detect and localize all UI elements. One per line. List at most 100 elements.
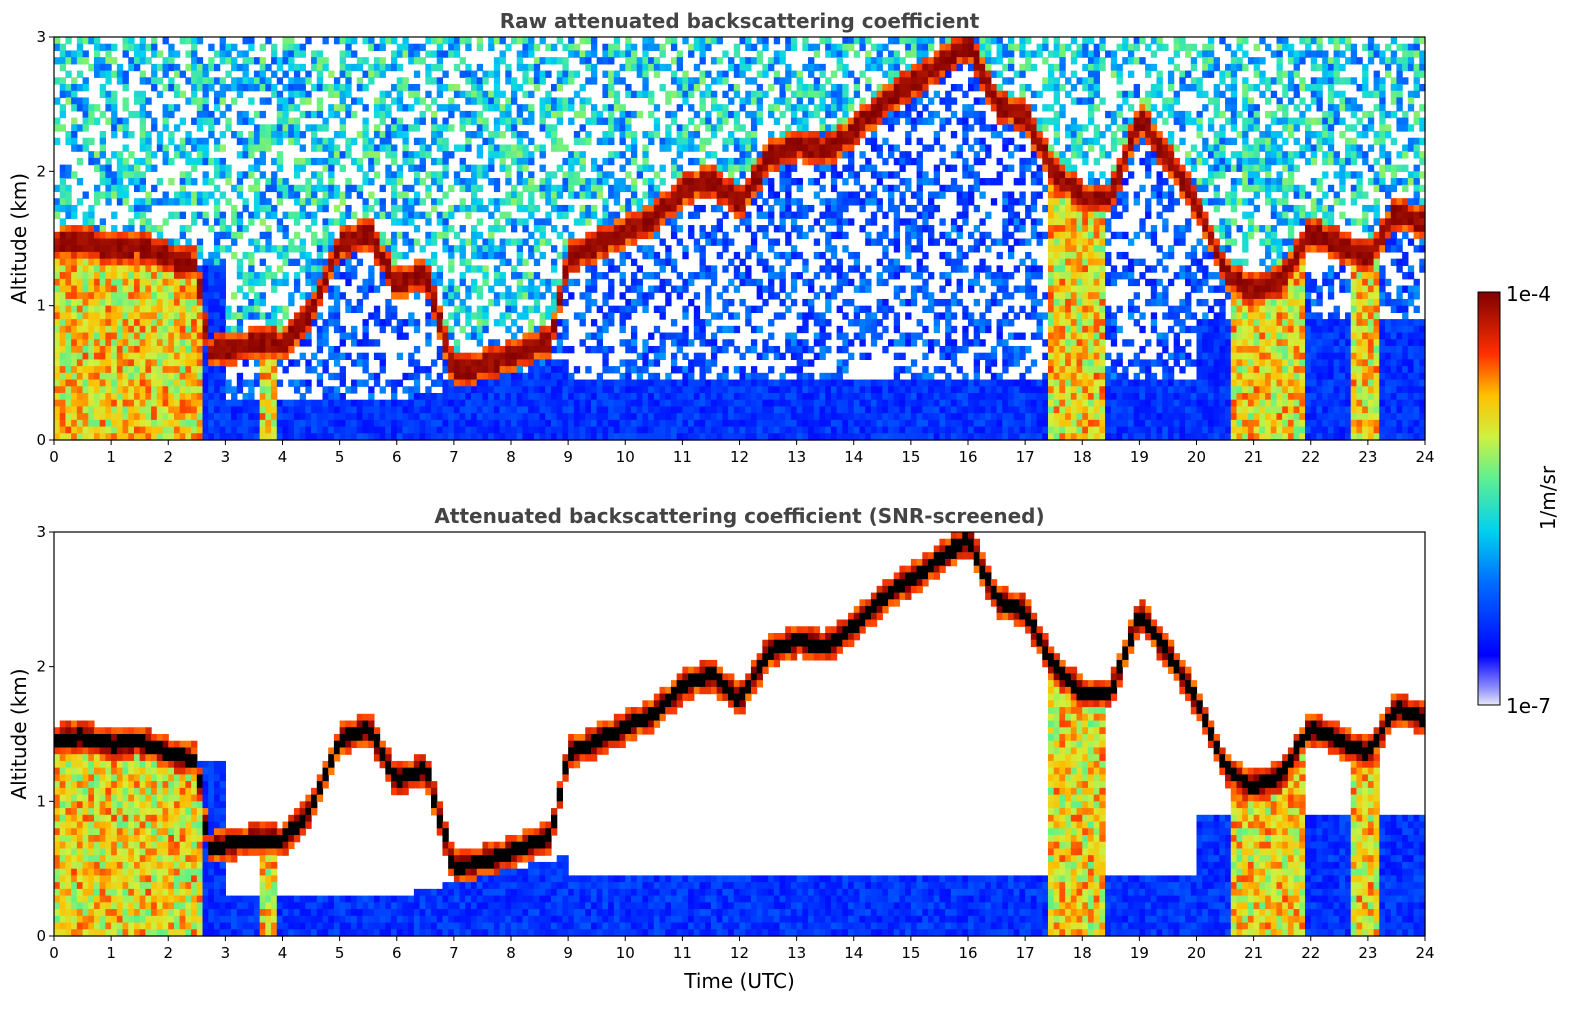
heatmap-cell xyxy=(482,204,489,213)
heatmap-cell xyxy=(505,392,512,401)
heatmap-cell xyxy=(676,204,683,213)
heatmap-cell xyxy=(299,63,306,72)
heatmap-cell xyxy=(191,319,198,327)
heatmap-cell xyxy=(65,57,72,65)
heatmap-cell xyxy=(590,117,598,125)
heatmap-cell xyxy=(59,285,67,293)
heatmap-cell xyxy=(733,198,741,206)
heatmap-cell xyxy=(208,110,215,119)
heatmap-cell xyxy=(499,37,506,45)
heatmap-cell xyxy=(196,413,204,421)
heatmap-cell xyxy=(99,164,107,172)
heatmap-cell xyxy=(139,178,146,186)
heatmap-cell xyxy=(168,272,175,280)
heatmap-cell xyxy=(402,218,409,226)
heatmap-cell xyxy=(756,110,763,119)
heatmap-cell xyxy=(556,164,564,172)
heatmap-cell xyxy=(431,110,438,119)
heatmap-cell xyxy=(316,339,324,347)
heatmap-cell xyxy=(236,305,244,313)
heatmap-cell xyxy=(733,204,741,213)
heatmap-cell xyxy=(648,386,655,394)
heatmap-cell xyxy=(373,104,381,112)
heatmap-cell xyxy=(82,319,89,327)
heatmap-cell xyxy=(539,178,546,186)
heatmap-cell xyxy=(282,104,289,112)
heatmap-cell xyxy=(705,117,712,125)
heatmap-cell xyxy=(693,406,701,414)
heatmap-cell xyxy=(425,285,432,293)
heatmap-cell xyxy=(733,184,741,193)
heatmap-cell xyxy=(539,352,546,360)
heatmap-cell xyxy=(545,124,552,132)
heatmap-cell xyxy=(282,184,289,193)
heatmap-cell xyxy=(93,345,101,354)
heatmap-cell xyxy=(402,77,409,85)
heatmap-cell xyxy=(339,90,346,99)
heatmap-cell xyxy=(630,43,638,52)
heatmap-cell xyxy=(322,238,329,246)
heatmap-cell xyxy=(99,406,107,414)
heatmap-cell xyxy=(573,379,581,387)
heatmap-cell xyxy=(528,211,535,219)
heatmap-cell xyxy=(396,131,404,139)
heatmap-cell xyxy=(733,285,741,293)
heatmap-cell xyxy=(773,157,781,166)
heatmap-cell xyxy=(425,386,432,394)
heatmap-cell xyxy=(779,50,786,58)
heatmap-cell xyxy=(539,117,546,125)
heatmap-cell xyxy=(196,359,204,367)
heatmap-cell xyxy=(653,386,661,394)
heatmap-cell xyxy=(368,372,375,381)
heatmap-cell xyxy=(265,433,272,441)
heatmap-cell xyxy=(173,399,181,408)
heatmap-cell xyxy=(710,238,718,246)
heatmap-cell xyxy=(408,151,415,159)
heatmap-cell xyxy=(242,406,249,414)
heatmap-cell xyxy=(236,372,244,381)
heatmap-cell xyxy=(288,413,295,421)
heatmap-cell xyxy=(311,211,318,219)
heatmap-cell xyxy=(379,238,386,246)
heatmap-cell xyxy=(305,305,312,313)
heatmap-cell xyxy=(596,406,603,414)
heatmap-cell xyxy=(128,238,135,246)
heatmap-cell xyxy=(745,399,752,408)
heatmap-cell xyxy=(293,131,301,139)
heatmap-cell xyxy=(556,211,564,219)
heatmap-cell xyxy=(305,366,312,374)
heatmap-cell xyxy=(71,339,78,347)
heatmap-cell xyxy=(539,379,546,387)
heatmap-cell xyxy=(385,426,392,434)
heatmap-cell xyxy=(259,433,266,441)
heatmap-cell xyxy=(93,305,101,313)
heatmap-cell xyxy=(756,379,763,387)
heatmap-cell xyxy=(219,345,226,354)
heatmap-cell xyxy=(471,225,478,233)
heatmap-cell xyxy=(739,218,746,226)
heatmap-cell xyxy=(116,77,124,85)
heatmap-cell xyxy=(642,164,649,172)
heatmap-cell xyxy=(705,231,712,240)
heatmap-cell xyxy=(471,198,478,206)
heatmap-cell xyxy=(139,352,146,360)
heatmap-cell xyxy=(568,426,575,434)
heatmap-cell xyxy=(722,372,729,381)
heatmap-cell xyxy=(768,131,775,139)
heatmap-cell xyxy=(162,258,169,266)
heatmap-cell xyxy=(705,43,712,52)
heatmap-cell xyxy=(242,312,249,320)
heatmap-cell xyxy=(391,117,398,125)
heatmap-cell xyxy=(562,285,569,293)
heatmap-cell xyxy=(168,366,175,374)
heatmap-cell xyxy=(705,191,712,199)
heatmap-cell xyxy=(505,124,512,132)
heatmap-cell xyxy=(88,426,95,434)
heatmap-cell xyxy=(630,366,638,374)
heatmap-cell xyxy=(293,70,301,78)
heatmap-cell xyxy=(459,325,466,334)
heatmap-cell xyxy=(402,191,409,199)
heatmap-cell xyxy=(128,37,135,45)
heatmap-cell xyxy=(391,433,398,441)
heatmap-cell xyxy=(88,258,95,266)
